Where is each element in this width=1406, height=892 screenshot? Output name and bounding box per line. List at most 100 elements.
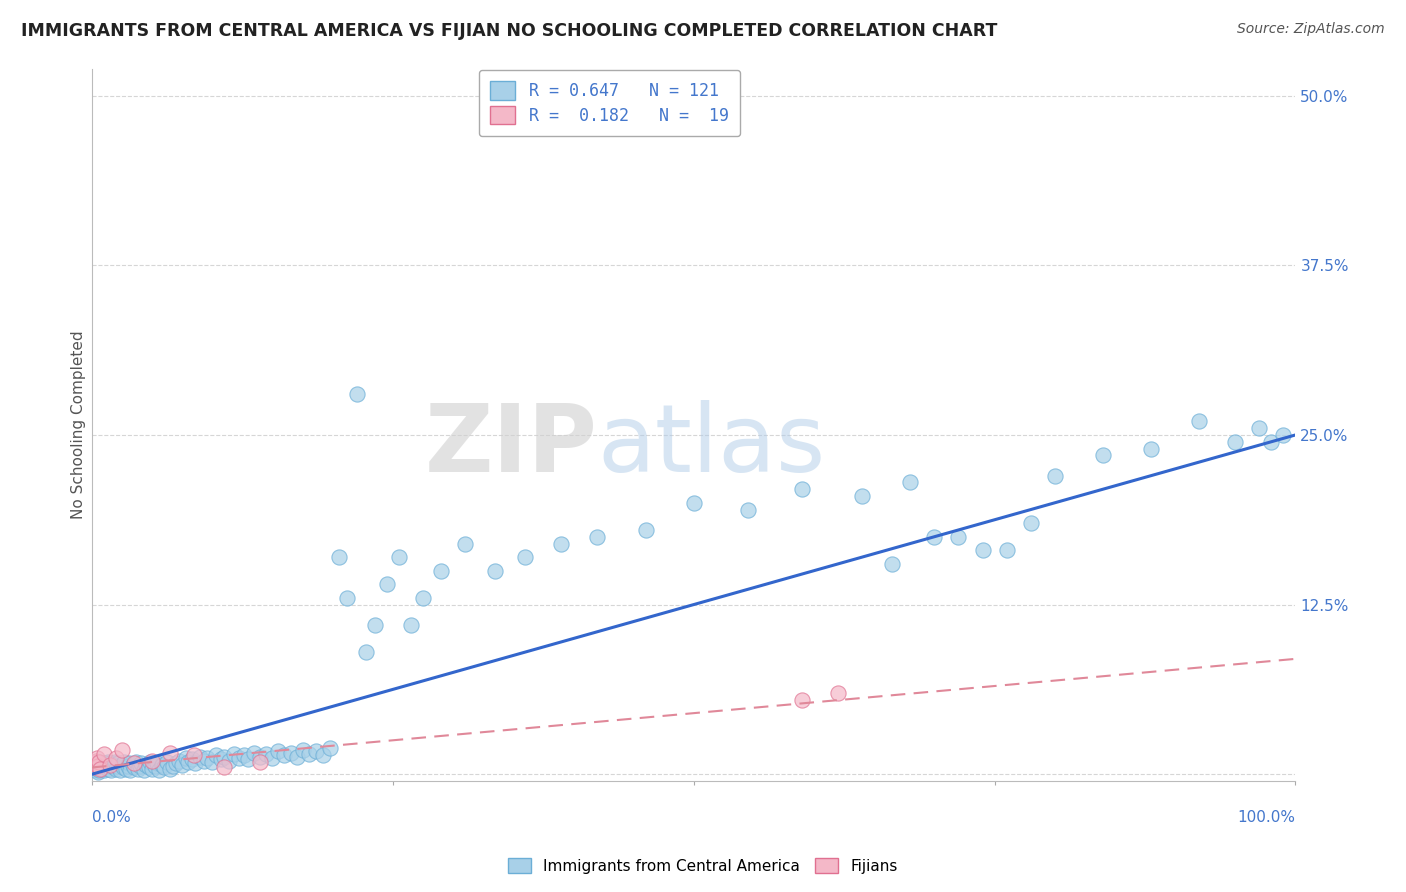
Point bbox=[141, 762, 163, 776]
Point bbox=[256, 747, 278, 761]
Point bbox=[112, 755, 135, 769]
Point bbox=[205, 748, 228, 763]
Point bbox=[159, 762, 181, 776]
Point bbox=[84, 756, 107, 771]
Point bbox=[1043, 468, 1066, 483]
Point bbox=[356, 645, 378, 659]
Point bbox=[249, 749, 271, 764]
Point bbox=[1140, 442, 1163, 456]
Point bbox=[1091, 448, 1114, 462]
Text: Source: ZipAtlas.com: Source: ZipAtlas.com bbox=[1237, 22, 1385, 37]
Point bbox=[141, 754, 163, 768]
Point bbox=[93, 747, 115, 761]
Point bbox=[995, 543, 1018, 558]
Point bbox=[273, 748, 295, 763]
Point bbox=[297, 747, 319, 761]
Point bbox=[346, 387, 368, 401]
Point bbox=[209, 752, 232, 766]
Point bbox=[312, 748, 335, 763]
Point bbox=[228, 751, 250, 765]
Point bbox=[790, 482, 813, 496]
Point bbox=[364, 618, 387, 632]
Point bbox=[84, 763, 107, 777]
Text: 100.0%: 100.0% bbox=[1237, 810, 1295, 824]
Point bbox=[399, 618, 422, 632]
Point bbox=[90, 762, 112, 776]
Point bbox=[430, 564, 453, 578]
Point bbox=[138, 755, 160, 769]
Point bbox=[159, 746, 181, 760]
Point bbox=[188, 749, 211, 764]
Point bbox=[484, 564, 506, 578]
Point bbox=[328, 550, 350, 565]
Point bbox=[1249, 421, 1271, 435]
Point bbox=[177, 755, 200, 769]
Point bbox=[737, 502, 759, 516]
Point bbox=[97, 762, 120, 776]
Point bbox=[972, 543, 994, 558]
Point bbox=[107, 756, 129, 771]
Point bbox=[682, 496, 704, 510]
Point bbox=[93, 763, 115, 777]
Point bbox=[105, 759, 128, 773]
Point bbox=[86, 762, 108, 776]
Point bbox=[1225, 434, 1247, 449]
Point bbox=[180, 752, 202, 766]
Point bbox=[105, 762, 128, 776]
Point bbox=[98, 756, 121, 771]
Point bbox=[96, 760, 118, 774]
Point bbox=[882, 557, 904, 571]
Text: 0.0%: 0.0% bbox=[91, 810, 131, 824]
Point bbox=[1188, 414, 1211, 428]
Point bbox=[143, 759, 166, 773]
Point bbox=[388, 550, 411, 565]
Text: ZIP: ZIP bbox=[425, 401, 598, 492]
Point bbox=[267, 744, 290, 758]
Point bbox=[83, 760, 105, 774]
Point bbox=[120, 763, 142, 777]
Point bbox=[97, 759, 120, 773]
Point bbox=[222, 747, 245, 761]
Point bbox=[291, 743, 314, 757]
Point bbox=[790, 692, 813, 706]
Point bbox=[1019, 516, 1042, 530]
Point bbox=[87, 764, 110, 779]
Text: atlas: atlas bbox=[598, 401, 825, 492]
Point bbox=[91, 759, 114, 773]
Point bbox=[249, 755, 271, 769]
Point bbox=[162, 759, 184, 773]
Point bbox=[214, 760, 236, 774]
Point bbox=[412, 591, 434, 605]
Point bbox=[201, 755, 224, 769]
Point bbox=[89, 755, 111, 769]
Point bbox=[108, 763, 131, 777]
Point bbox=[104, 755, 127, 769]
Point bbox=[851, 489, 873, 503]
Point bbox=[165, 756, 187, 771]
Point bbox=[93, 756, 115, 771]
Point bbox=[280, 746, 302, 760]
Point bbox=[214, 749, 236, 764]
Point bbox=[117, 759, 139, 773]
Point bbox=[94, 757, 117, 772]
Point bbox=[98, 757, 121, 772]
Point bbox=[100, 763, 122, 777]
Point bbox=[89, 755, 111, 769]
Point bbox=[112, 760, 135, 774]
Point bbox=[103, 760, 125, 774]
Point bbox=[193, 754, 215, 768]
Point bbox=[114, 762, 136, 776]
Point bbox=[319, 741, 342, 756]
Point bbox=[153, 760, 176, 774]
Point bbox=[89, 757, 111, 772]
Legend: R = 0.647   N = 121, R =  0.182   N =  19: R = 0.647 N = 121, R = 0.182 N = 19 bbox=[478, 70, 741, 136]
Point bbox=[148, 763, 170, 777]
Point bbox=[550, 536, 572, 550]
Point bbox=[197, 751, 219, 765]
Point bbox=[285, 749, 308, 764]
Point bbox=[1260, 434, 1282, 449]
Point bbox=[89, 763, 111, 777]
Point bbox=[948, 530, 970, 544]
Point bbox=[184, 756, 207, 771]
Point bbox=[111, 757, 134, 772]
